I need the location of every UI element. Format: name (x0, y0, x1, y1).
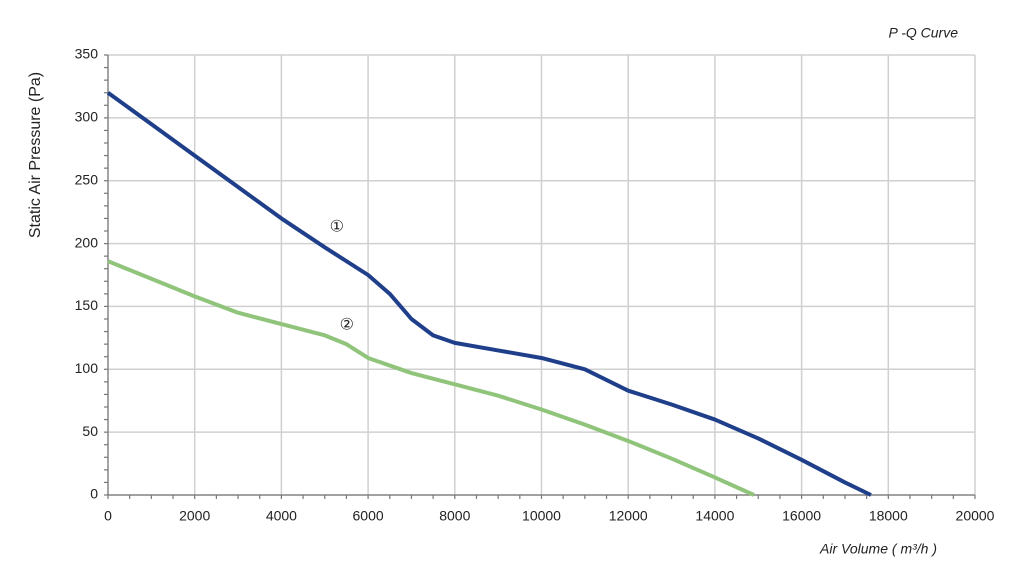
y-tick-label: 0 (90, 486, 98, 502)
series-line (107, 259, 755, 497)
series-line (106, 91, 872, 497)
x-tick-label: 20000 (956, 508, 995, 524)
x-tick-label: 10000 (522, 508, 561, 524)
y-tick-label: 150 (75, 297, 99, 313)
x-tick-label: 18000 (869, 508, 908, 524)
x-tick-label: 4000 (266, 508, 297, 524)
x-tick-label: 2000 (179, 508, 210, 524)
x-tick-label: 0 (104, 508, 112, 524)
chart-title: P -Q Curve (889, 25, 959, 41)
y-tick-label: 300 (75, 109, 99, 125)
x-tick-label: 8000 (439, 508, 470, 524)
y-axis-label: Static Air Pressure (Pa) (27, 72, 44, 238)
x-tick-label: 12000 (609, 508, 648, 524)
y-tick-label: 100 (75, 360, 99, 376)
x-tick-label: 6000 (353, 508, 384, 524)
series-label: ① (330, 219, 344, 236)
y-tick-label: 250 (75, 171, 99, 187)
x-axis-label: Air Volume ( m³/h ) (819, 541, 937, 557)
series-label: ② (340, 317, 354, 334)
x-tick-label: 16000 (782, 508, 821, 524)
y-tick-label: 350 (75, 46, 99, 62)
x-tick-label: 14000 (695, 508, 734, 524)
y-tick-label: 200 (75, 234, 99, 250)
y-tick-label: 50 (82, 423, 98, 439)
